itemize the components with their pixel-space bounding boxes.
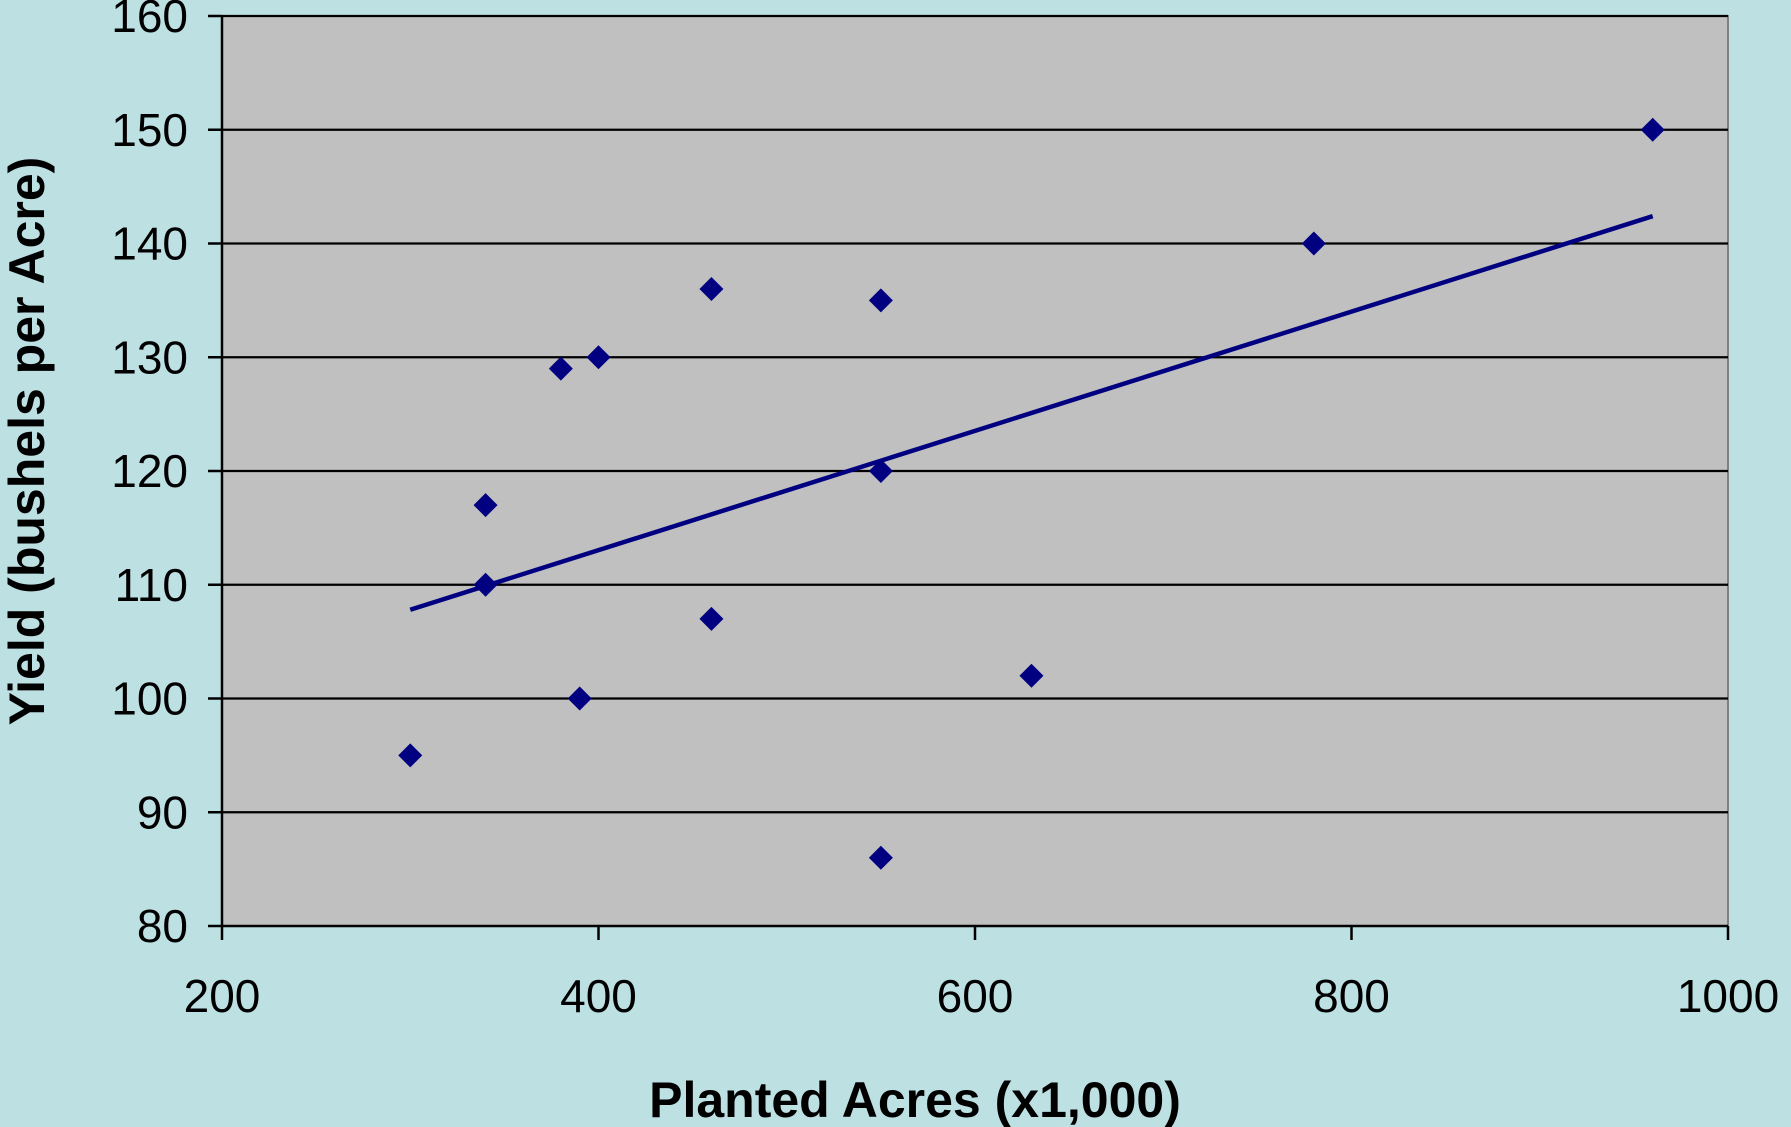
x-axis-title: Planted Acres (x1,000): [649, 1072, 1181, 1127]
data-point-3: [473, 572, 498, 597]
y-tick-label-160: 160: [111, 0, 188, 42]
data-point-6: [586, 345, 611, 370]
x-tick-label-600: 600: [937, 970, 1014, 1022]
data-point-12: [1019, 663, 1044, 688]
x-tick-label-800: 800: [1313, 970, 1390, 1022]
data-point-9: [868, 288, 893, 313]
y-tick-label-120: 120: [111, 445, 188, 497]
data-point-5: [567, 686, 592, 711]
y-tick-label-80: 80: [137, 900, 188, 952]
y-axis-title: Yield (bushels per Acre): [0, 157, 55, 726]
data-points: [398, 117, 1665, 870]
y-tick-label-140: 140: [111, 218, 188, 270]
data-point-1: [398, 743, 423, 768]
y-tick-label-90: 90: [137, 786, 188, 838]
gridlines: [222, 14, 1728, 814]
data-point-2: [473, 493, 498, 518]
trendline: [409, 214, 1654, 612]
data-point-7: [699, 277, 724, 301]
y-tick-label-100: 100: [111, 673, 188, 725]
data-point-4: [548, 356, 573, 381]
y-tick-label-150: 150: [111, 104, 188, 156]
data-point-14: [1640, 117, 1665, 142]
x-tick-label-400: 400: [560, 970, 637, 1022]
y-tick-label-110: 110: [115, 559, 188, 611]
y-tick-labels: 80 90 100 110 120 130 140 150 160: [111, 0, 188, 952]
axes: [208, 14, 1730, 940]
trendline-group: [409, 214, 1654, 612]
y-tick-label-130: 130: [111, 331, 188, 383]
data-point-10: [868, 459, 893, 483]
data-point-13: [1301, 231, 1326, 256]
x-tick-label-1000: 1000: [1677, 970, 1779, 1022]
data-point-11: [868, 845, 893, 870]
x-tick-labels: 200 400 600 800 1000: [184, 970, 1780, 1022]
x-tick-label-200: 200: [184, 970, 261, 1022]
data-point-8: [699, 606, 724, 631]
